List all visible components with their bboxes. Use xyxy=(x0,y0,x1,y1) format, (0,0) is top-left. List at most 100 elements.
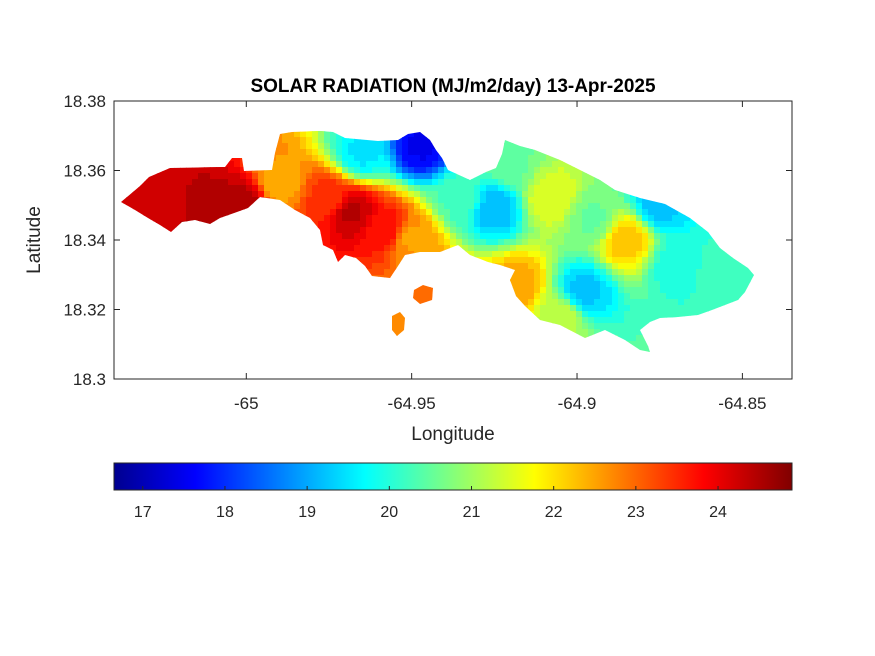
heat-cell xyxy=(720,257,727,264)
heat-cell xyxy=(366,203,373,210)
heat-cell xyxy=(498,203,505,210)
heat-cell xyxy=(372,167,379,174)
heat-cell xyxy=(660,275,667,282)
heat-cell xyxy=(462,185,469,192)
heat-cell xyxy=(648,305,655,312)
heat-cell xyxy=(504,179,511,186)
heat-cell xyxy=(390,191,397,198)
heat-cell xyxy=(390,161,397,168)
heat-cell xyxy=(672,305,679,312)
heat-cell xyxy=(348,143,355,150)
heat-cell xyxy=(228,203,235,210)
heat-cell xyxy=(366,197,373,204)
heat-cell xyxy=(612,239,619,246)
heat-cell xyxy=(324,191,331,198)
heat-cell xyxy=(642,227,649,234)
heat-cell xyxy=(180,197,187,204)
heat-cell xyxy=(390,269,397,276)
heat-cell xyxy=(330,209,337,216)
heat-cell xyxy=(636,215,643,222)
heat-cell xyxy=(534,299,541,306)
heat-cell xyxy=(162,179,169,186)
heat-cell xyxy=(588,221,595,228)
heat-cell xyxy=(372,239,379,246)
heat-cell xyxy=(606,257,613,264)
heat-cell xyxy=(546,161,553,168)
heat-cell xyxy=(438,173,445,180)
heat-cell xyxy=(588,179,595,186)
heat-cell xyxy=(156,197,163,204)
heat-cell xyxy=(396,221,403,228)
heat-cell xyxy=(660,209,667,216)
heat-cell xyxy=(606,251,613,258)
heat-cell xyxy=(678,215,685,222)
heat-cell xyxy=(630,227,637,234)
heat-cell xyxy=(498,215,505,222)
heat-cell xyxy=(144,191,151,198)
chart-title: SOLAR RADIATION (MJ/m2/day) 13-Apr-2025 xyxy=(250,76,655,97)
heat-cell xyxy=(714,251,721,258)
heat-cell xyxy=(588,209,595,216)
heat-cell xyxy=(456,233,463,240)
heat-cell xyxy=(636,305,643,312)
heat-cell xyxy=(672,287,679,294)
heat-cell xyxy=(540,179,547,186)
heat-cell xyxy=(366,173,373,180)
heat-cell xyxy=(570,311,577,318)
heat-cell xyxy=(582,323,589,330)
heat-cell xyxy=(126,203,133,210)
heat-cell xyxy=(636,341,643,348)
heat-cell xyxy=(582,329,589,336)
heat-cell xyxy=(210,191,217,198)
heat-cell xyxy=(648,203,655,210)
heat-cell xyxy=(654,245,661,252)
heat-cell xyxy=(510,143,517,150)
heat-cell xyxy=(246,185,253,192)
heat-cell xyxy=(696,275,703,282)
heat-cell xyxy=(174,197,181,204)
heat-cell xyxy=(384,209,391,216)
heat-cell xyxy=(294,137,301,144)
heat-cell xyxy=(552,167,559,174)
heat-cell xyxy=(600,233,607,240)
heat-cell xyxy=(216,191,223,198)
heat-cell xyxy=(582,221,589,228)
heat-cell xyxy=(360,209,367,216)
heat-cell xyxy=(708,269,715,276)
heat-cell xyxy=(624,251,631,258)
heat-cell xyxy=(504,215,511,222)
heat-cell xyxy=(582,263,589,270)
heat-cell xyxy=(720,251,727,258)
heat-cell xyxy=(456,239,463,246)
heat-cell xyxy=(534,209,541,216)
heat-cell xyxy=(318,191,325,198)
heat-cell xyxy=(564,161,571,168)
heat-cell xyxy=(618,209,625,216)
heat-cell xyxy=(600,215,607,222)
heat-cell xyxy=(516,257,523,264)
heat-cell xyxy=(558,311,565,318)
heat-cell xyxy=(498,251,505,258)
heat-cell xyxy=(318,137,325,144)
heat-cell xyxy=(306,161,313,168)
heat-cell xyxy=(618,251,625,258)
heat-cell xyxy=(702,251,709,258)
heat-cell xyxy=(528,185,535,192)
heat-cell xyxy=(564,281,571,288)
heat-cell xyxy=(570,269,577,276)
heat-cell xyxy=(474,221,481,228)
heat-cell xyxy=(408,191,415,198)
heat-cell xyxy=(486,227,493,234)
heat-cell xyxy=(696,233,703,240)
heat-cell xyxy=(522,191,529,198)
heat-cell xyxy=(354,239,361,246)
heat-cell xyxy=(642,239,649,246)
heat-cell xyxy=(618,281,625,288)
heat-cell xyxy=(360,239,367,246)
heat-cell xyxy=(600,245,607,252)
heat-cell xyxy=(606,305,613,312)
heat-cell xyxy=(222,167,229,174)
heat-cell xyxy=(630,335,637,342)
heat-cell xyxy=(588,281,595,288)
heat-cell xyxy=(372,221,379,228)
